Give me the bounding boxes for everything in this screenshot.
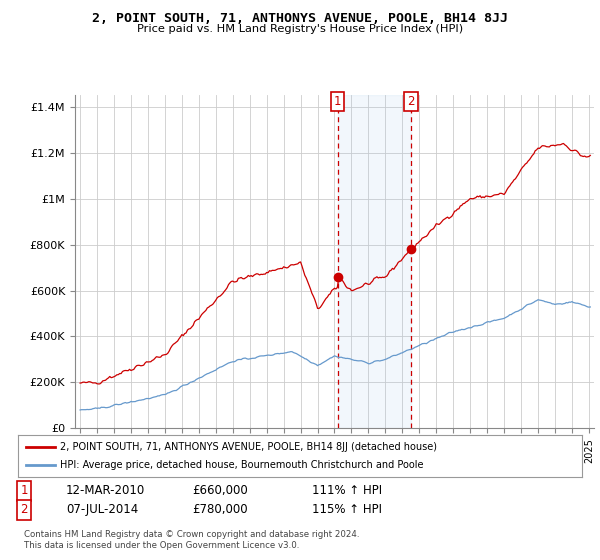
Text: 2: 2 [20, 503, 28, 516]
Text: 12-MAR-2010: 12-MAR-2010 [66, 484, 145, 497]
Text: £660,000: £660,000 [192, 484, 248, 497]
Text: Price paid vs. HM Land Registry's House Price Index (HPI): Price paid vs. HM Land Registry's House … [137, 24, 463, 34]
Text: 2, POINT SOUTH, 71, ANTHONYS AVENUE, POOLE, BH14 8JJ (detached house): 2, POINT SOUTH, 71, ANTHONYS AVENUE, POO… [60, 442, 437, 452]
Text: £780,000: £780,000 [192, 503, 248, 516]
Text: 1: 1 [20, 484, 28, 497]
Text: 115% ↑ HPI: 115% ↑ HPI [312, 503, 382, 516]
Text: HPI: Average price, detached house, Bournemouth Christchurch and Poole: HPI: Average price, detached house, Bour… [60, 460, 424, 470]
Text: 2, POINT SOUTH, 71, ANTHONYS AVENUE, POOLE, BH14 8JJ: 2, POINT SOUTH, 71, ANTHONYS AVENUE, POO… [92, 12, 508, 25]
Text: Contains HM Land Registry data © Crown copyright and database right 2024.
This d: Contains HM Land Registry data © Crown c… [24, 530, 359, 550]
Text: 07-JUL-2014: 07-JUL-2014 [66, 503, 138, 516]
Text: 1: 1 [334, 95, 341, 108]
Text: 111% ↑ HPI: 111% ↑ HPI [312, 484, 382, 497]
Text: 2: 2 [407, 95, 415, 108]
Bar [338, 95, 411, 428]
